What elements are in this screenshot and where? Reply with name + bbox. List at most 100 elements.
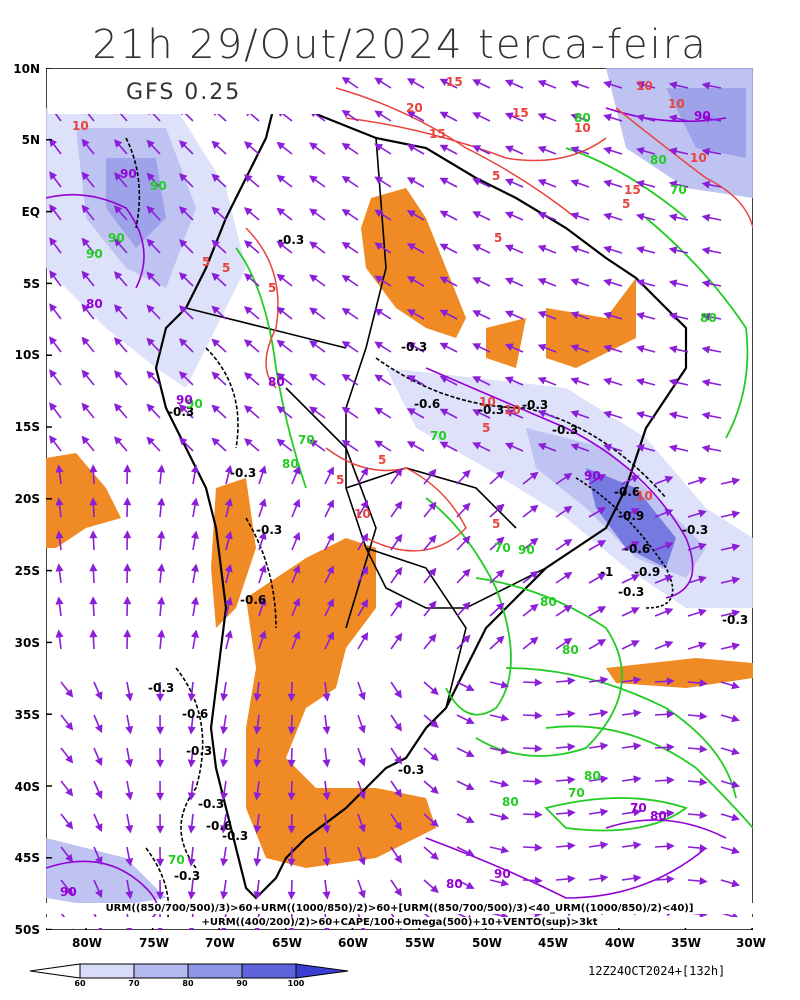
wind-arrow-head — [504, 178, 514, 186]
wind-arrow-head — [178, 272, 188, 281]
wind-arrow-head — [731, 879, 740, 888]
cape-label: 15 — [429, 127, 446, 141]
omega-label: -1 — [600, 565, 613, 579]
rh-label: 90 — [584, 469, 601, 483]
rh-label: 80 — [502, 795, 519, 809]
wind-arrow-head — [123, 497, 132, 506]
wind-arrow-head — [666, 710, 675, 719]
wind-arrow-head — [360, 632, 369, 641]
wind-arrow-head — [322, 792, 331, 801]
wind-arrow-head — [731, 681, 740, 690]
colorbar-label: 100 — [287, 979, 305, 988]
wind-arrow-head — [157, 629, 166, 638]
wind-arrow-head — [537, 343, 547, 352]
wind-arrow-head — [500, 680, 510, 689]
wind-arrow-head — [49, 138, 58, 147]
wind-arrow-head — [603, 245, 612, 254]
wind-arrow-head — [439, 342, 449, 351]
wind-arrow-head — [276, 141, 286, 150]
wind-arrow-head — [633, 709, 642, 718]
wind-arrow-head — [146, 370, 155, 380]
wind-arrow-head — [358, 856, 366, 866]
wind-arrow-head — [500, 812, 510, 821]
wind-arrow-head — [439, 111, 449, 120]
wind-arrow-head — [597, 540, 607, 548]
wind-arrow-head — [731, 846, 740, 855]
rh-label: 90 — [108, 231, 125, 245]
wind-arrow-head — [666, 842, 675, 851]
wind-arrow-head — [243, 240, 253, 249]
wind-arrow-head — [81, 369, 90, 379]
wind-arrow-head — [81, 336, 90, 346]
wind-arrow-head — [374, 308, 384, 317]
wind-arrow-head — [178, 338, 188, 347]
wind-arrow-head — [358, 823, 366, 833]
wind-arrow-head — [309, 307, 318, 316]
wind-arrow-head — [633, 841, 642, 850]
wind-arrow-head — [699, 811, 708, 820]
lon-label: 55W — [405, 936, 435, 950]
wind-arrow-head — [276, 339, 286, 348]
wind-arrow-head — [630, 640, 640, 648]
wind-arrow-head — [666, 875, 675, 884]
wind-arrow-head — [341, 109, 351, 118]
wind-arrow-head — [430, 719, 439, 729]
wind-arrow-head — [157, 596, 166, 605]
cape-label: 5 — [336, 473, 344, 487]
wind-arrow-head — [668, 180, 678, 189]
rh-label: 70 — [630, 801, 647, 815]
wind-arrow-head — [287, 693, 296, 702]
wind-arrow-head — [125, 725, 134, 735]
lat-label: 10N — [13, 62, 40, 76]
wind-arrow-head — [666, 677, 675, 686]
wind-arrow-head — [253, 891, 262, 900]
wind-arrow-head — [360, 566, 369, 575]
wind-arrow-head — [211, 371, 220, 380]
wind-arrow-head — [178, 173, 188, 182]
wind-arrow-head — [529, 471, 539, 480]
wind-arrow-head — [309, 340, 318, 349]
wind-arrow-head — [698, 641, 707, 650]
wind-arrow-head — [731, 510, 741, 519]
wind-arrow-head — [187, 693, 196, 702]
wind-arrow-head — [600, 676, 609, 685]
omega-label: -0.3 — [552, 423, 578, 437]
wind-arrow-head — [157, 497, 166, 506]
wind-arrow-head — [603, 212, 612, 221]
wind-arrow-head — [258, 531, 267, 540]
wind-arrow-head — [570, 443, 580, 451]
wind-arrow-head — [567, 742, 576, 751]
wind-arrow-head — [374, 143, 384, 152]
wind-arrow-head — [439, 276, 449, 285]
wind-arrow-head — [664, 541, 674, 550]
wind-arrow-head — [243, 141, 253, 150]
omega-label: -0.3 — [401, 340, 427, 354]
wind-arrow-head — [326, 631, 334, 641]
wind-arrow-head — [358, 790, 366, 800]
rh-label: 90 — [60, 885, 77, 899]
wind-arrow-head — [211, 140, 220, 149]
omega-label: -0.6 — [182, 707, 208, 721]
wind-arrow-head — [178, 371, 188, 380]
wind-arrow-head — [529, 537, 539, 546]
wind-arrow-head — [81, 435, 90, 445]
wind-arrow-head — [146, 139, 155, 149]
wind-arrow-head — [341, 307, 351, 316]
wind-arrow-head — [597, 639, 607, 647]
omega-label: -0.6 — [624, 542, 650, 556]
wind-arrow-head — [496, 536, 505, 545]
wind-arrow-head — [428, 633, 437, 643]
cape-label: 10 — [668, 97, 685, 111]
omega-label: -0.3 — [278, 233, 304, 247]
wind-arrow-head — [603, 344, 612, 353]
colorbar-segment — [79, 963, 135, 979]
rh-label: 70 — [670, 183, 687, 197]
wind-arrow-head — [534, 810, 543, 819]
wind-arrow-head — [567, 775, 576, 784]
wind-arrow-head — [211, 206, 220, 215]
wind-arrow-head — [187, 759, 196, 768]
wind-arrow-head — [406, 243, 416, 251]
run-timestamp: 12Z24OCT2024+[132h] — [588, 964, 726, 978]
wind-arrow-head — [699, 679, 708, 688]
wind-arrow-head — [292, 597, 301, 607]
